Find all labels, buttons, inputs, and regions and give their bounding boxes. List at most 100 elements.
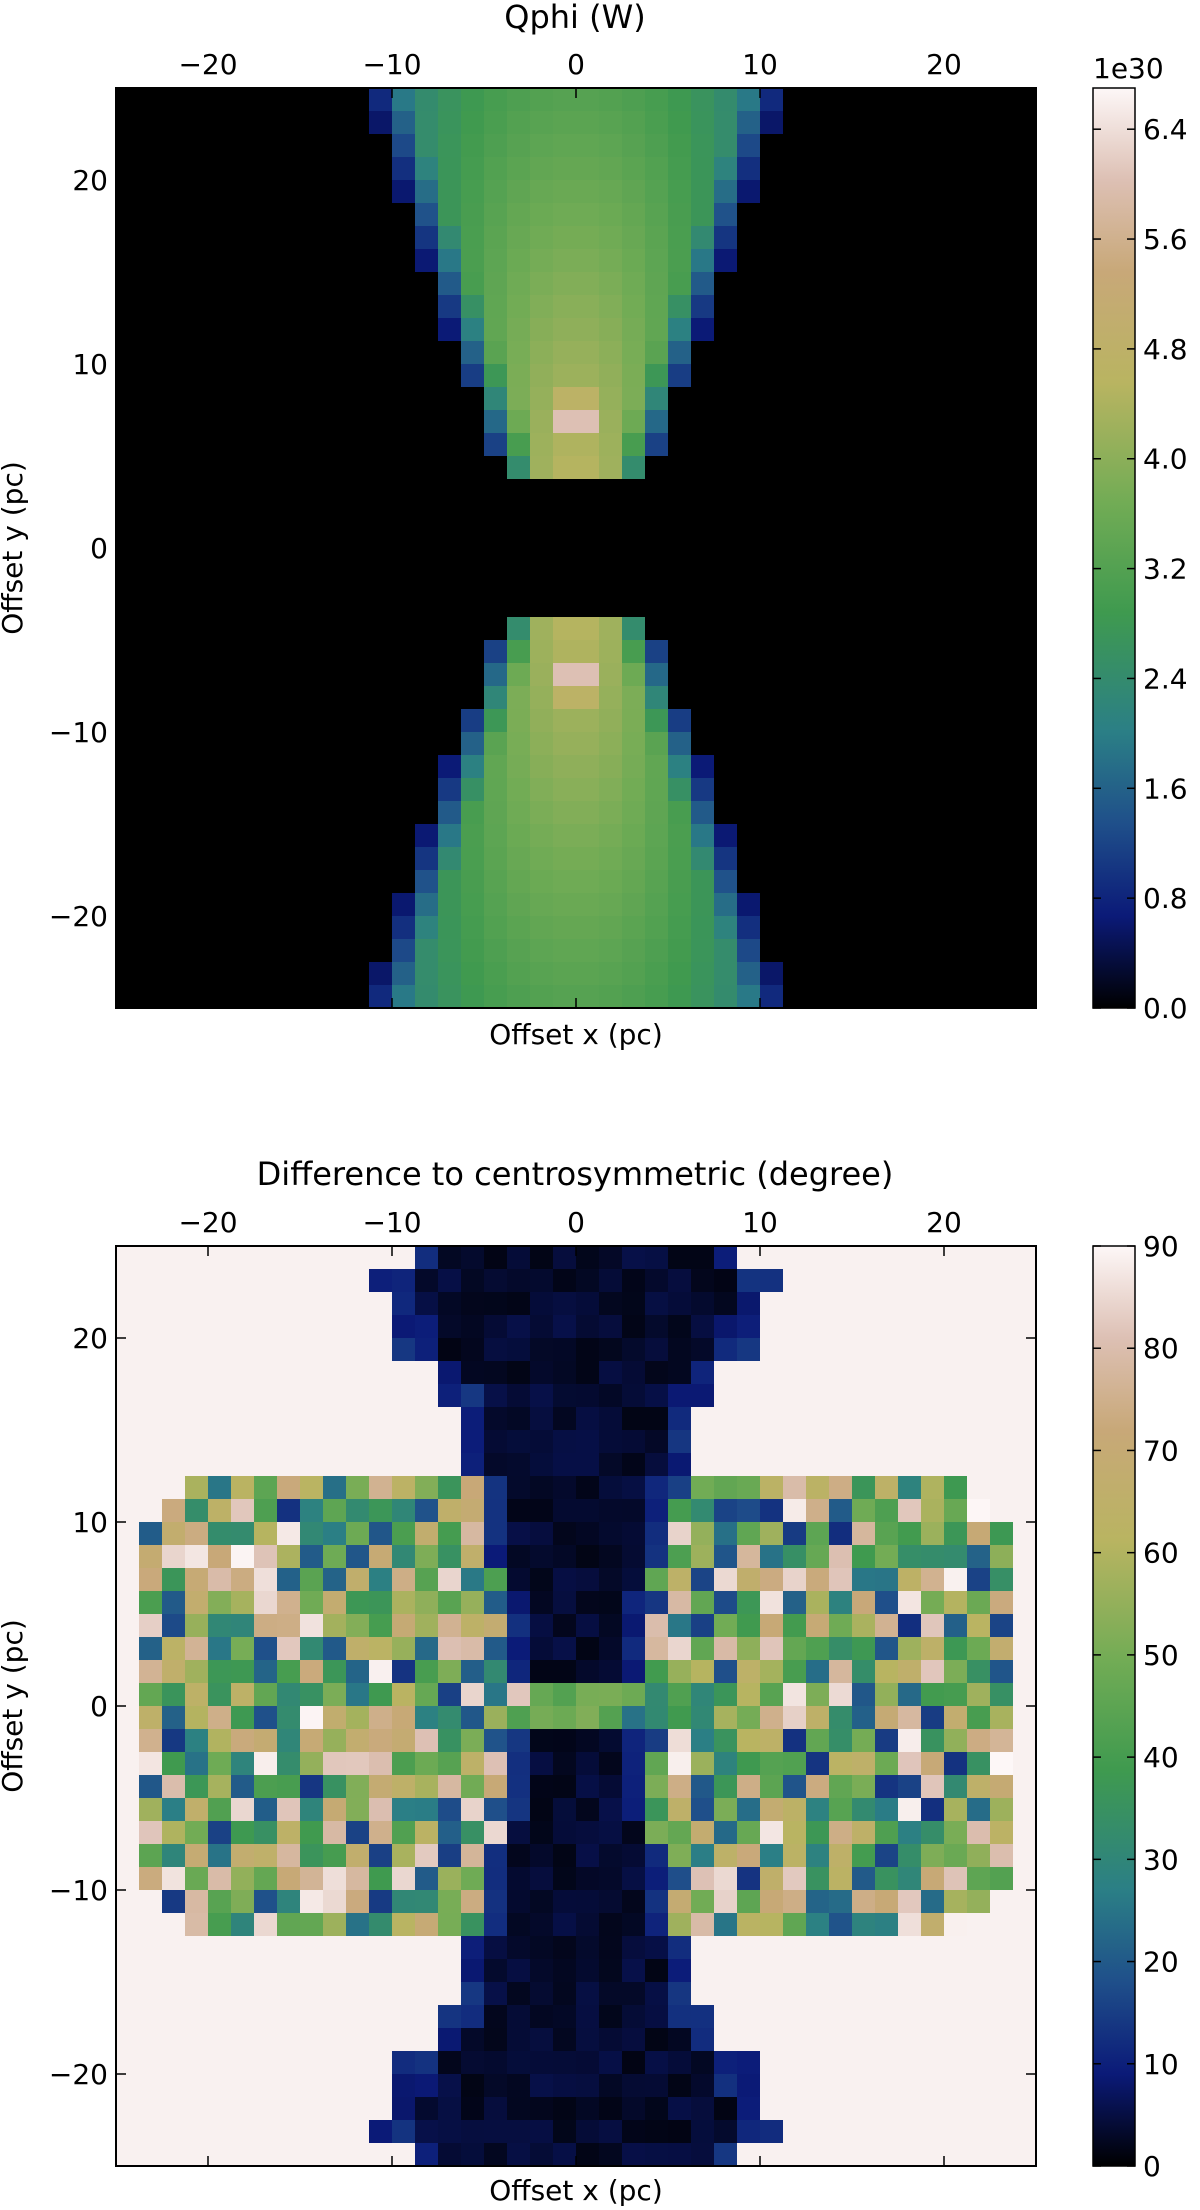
difference-panel: Difference to centrosymmetric (degree) −… — [0, 1155, 1179, 2207]
heatmap-cell — [875, 571, 899, 595]
heatmap-cell — [668, 2028, 692, 2052]
heatmap-cell — [208, 640, 232, 664]
heatmap-cell — [852, 1821, 876, 1845]
heatmap-cell — [323, 2143, 347, 2167]
heatmap-cell — [346, 709, 370, 733]
heatmap-cell — [139, 847, 163, 871]
heatmap-cell — [231, 387, 255, 411]
heatmap-cell — [139, 1775, 163, 1799]
heatmap-cell — [392, 1660, 416, 1684]
heatmap-cell — [806, 548, 830, 572]
heatmap-cell — [277, 249, 301, 273]
heatmap-cell — [668, 433, 692, 457]
heatmap-cell — [553, 1315, 577, 1339]
heatmap-cell — [622, 1614, 646, 1638]
heatmap-cell — [760, 157, 784, 181]
heatmap-cell — [116, 1591, 140, 1615]
heatmap-cell — [553, 1982, 577, 2006]
heatmap-cell — [576, 985, 600, 1009]
heatmap-cell — [714, 1821, 738, 1845]
heatmap-cell — [645, 2005, 669, 2029]
heatmap-cell — [553, 295, 577, 319]
heatmap-cell — [1013, 1292, 1037, 1316]
heatmap-cell — [921, 1614, 945, 1638]
heatmap-cell — [139, 1545, 163, 1569]
heatmap-cell — [576, 1706, 600, 1730]
heatmap-cell — [415, 1660, 439, 1684]
heatmap-cell — [300, 1269, 324, 1293]
heatmap-cell — [829, 893, 853, 917]
heatmap-cell — [208, 571, 232, 595]
heatmap-cell — [461, 272, 485, 296]
heatmap-cell — [622, 1453, 646, 1477]
heatmap-cell — [438, 433, 462, 457]
heatmap-cell — [346, 594, 370, 618]
heatmap-cell — [484, 1315, 508, 1339]
heatmap-cell — [737, 571, 761, 595]
heatmap-cell — [553, 111, 577, 135]
heatmap-cell — [898, 1844, 922, 1868]
heatmap-cell — [875, 1660, 899, 1684]
heatmap-cell — [760, 1729, 784, 1753]
heatmap-cell — [277, 157, 301, 181]
heatmap-cell — [116, 272, 140, 296]
heatmap-cell — [875, 1821, 899, 1845]
heatmap-cell — [346, 2074, 370, 2098]
heatmap-cell — [760, 1752, 784, 1776]
heatmap-cell — [967, 548, 991, 572]
heatmap-cell — [162, 755, 186, 779]
heatmap-cell — [668, 686, 692, 710]
heatmap-cell — [829, 778, 853, 802]
heatmap-cell — [277, 1384, 301, 1408]
heatmap-cell — [737, 824, 761, 848]
heatmap-cell — [921, 594, 945, 618]
heatmap-cell — [461, 1936, 485, 1960]
heatmap-cell — [461, 1384, 485, 1408]
heatmap-cell — [576, 525, 600, 549]
heatmap-cell — [484, 1752, 508, 1776]
heatmap-cell — [139, 1384, 163, 1408]
heatmap-cell — [668, 571, 692, 595]
heatmap-cell — [438, 318, 462, 342]
heatmap-cell — [576, 1982, 600, 2006]
heatmap-cell — [691, 571, 715, 595]
heatmap-cell — [576, 663, 600, 687]
heatmap-cell — [277, 1913, 301, 1937]
heatmap-cell — [576, 1384, 600, 1408]
colorbar-tick-label: 90 — [1143, 1230, 1179, 1263]
chart-title: Qphi (W) — [504, 0, 645, 36]
heatmap-cell — [645, 433, 669, 457]
heatmap-cell — [622, 548, 646, 572]
heatmap-cell — [944, 755, 968, 779]
heatmap-cell — [415, 1453, 439, 1477]
heatmap-cell — [599, 1338, 623, 1362]
heatmap-cell — [530, 387, 554, 411]
heatmap-cell — [1013, 985, 1037, 1009]
heatmap-cell — [162, 2074, 186, 2098]
heatmap-cell — [1013, 824, 1037, 848]
heatmap-cell — [530, 824, 554, 848]
heatmap-cell — [162, 709, 186, 733]
heatmap-cell — [599, 1361, 623, 1385]
heatmap-cell — [1013, 801, 1037, 825]
heatmap-cell — [829, 341, 853, 365]
heatmap-cell — [622, 157, 646, 181]
heatmap-cell — [323, 709, 347, 733]
heatmap-cell — [668, 1775, 692, 1799]
heatmap-cell — [254, 295, 278, 319]
heatmap-cell — [944, 847, 968, 871]
heatmap-cell — [576, 686, 600, 710]
heatmap-cell — [392, 1752, 416, 1776]
heatmap-cell — [1013, 525, 1037, 549]
heatmap-cell — [783, 686, 807, 710]
heatmap-cell — [300, 1430, 324, 1454]
heatmap-cell — [530, 479, 554, 503]
heatmap-cell — [737, 341, 761, 365]
heatmap-cell — [530, 2143, 554, 2167]
heatmap-cell — [898, 88, 922, 112]
heatmap-cell — [185, 364, 209, 388]
heatmap-cell — [323, 732, 347, 756]
heatmap-cell — [829, 272, 853, 296]
heatmap-cell — [415, 2051, 439, 2075]
heatmap-cell — [714, 1844, 738, 1868]
